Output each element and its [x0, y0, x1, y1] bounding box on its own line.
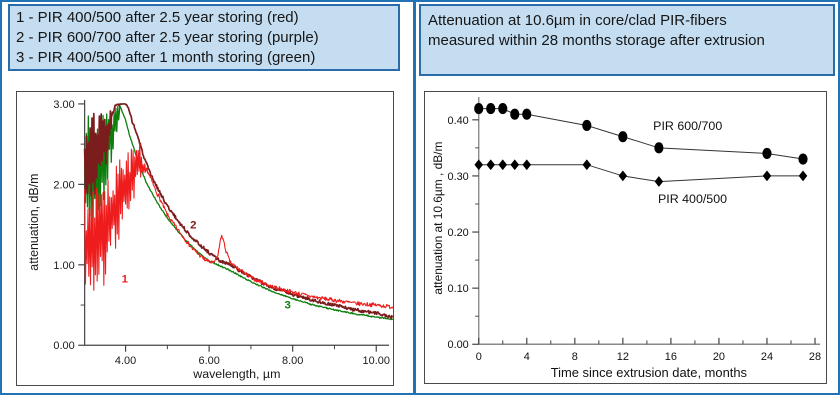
svg-text:20: 20	[713, 351, 725, 363]
svg-text:2.00: 2.00	[53, 179, 74, 191]
svg-text:PIR 400/500: PIR 400/500	[658, 192, 727, 206]
svg-text:Time since extrusion date, mon: Time since extrusion date, months	[551, 365, 747, 380]
column-divider	[413, 0, 416, 395]
svg-text:0.40: 0.40	[447, 115, 468, 127]
svg-text:0.00: 0.00	[53, 340, 74, 352]
caption-line-2: measured within 28 months storage after …	[428, 32, 765, 49]
svg-text:wavelength, µm: wavelength, µm	[192, 367, 280, 381]
svg-text:28: 28	[809, 351, 821, 363]
svg-text:0: 0	[476, 351, 482, 363]
storage-chart-frame: 0 4 8 12 16 20 24 28 0.00 0.10 0.20 0.30 0.40 Time si…	[424, 91, 827, 384]
legend-line-2: 2 - PIR 600/700 after 2.5 year storing (…	[16, 29, 319, 46]
svg-text:12: 12	[617, 351, 629, 363]
svg-text:3.00: 3.00	[53, 99, 74, 111]
svg-text:8.00: 8.00	[282, 355, 303, 367]
svg-text:3: 3	[284, 299, 290, 311]
storage-attenuation-chart: 0 4 8 12 16 20 24 28 0.00 0.10 0.20 0.30 0.40 Time si…	[431, 96, 821, 380]
svg-text:0.00: 0.00	[447, 339, 468, 351]
svg-text:4: 4	[524, 351, 530, 363]
svg-text:1.00: 1.00	[53, 260, 74, 272]
svg-text:0.30: 0.30	[447, 171, 468, 183]
wavelength-spectra-chart: 4.00 6.00 8.00 10.00 0.00 1.00 2.00 3.00 wavelen…	[27, 99, 393, 381]
svg-text:8: 8	[572, 351, 578, 363]
svg-text:10.00: 10.00	[363, 355, 390, 367]
outer-border	[0, 0, 840, 395]
caption-header: Attenuation at 10.6µm in core/clad PIR-f…	[419, 4, 835, 76]
legend-line-3: 3 - PIR 400/500 after 1 month storing (g…	[16, 49, 316, 66]
svg-text:PIR 600/700: PIR 600/700	[653, 119, 722, 133]
svg-text:4.00: 4.00	[115, 355, 136, 367]
svg-text:2: 2	[190, 220, 196, 232]
svg-text:0.20: 0.20	[447, 227, 468, 239]
legend-line-1: 1 - PIR 400/500 after 2.5 year storing (…	[16, 9, 299, 26]
svg-text:24: 24	[761, 351, 773, 363]
svg-text:16: 16	[665, 351, 677, 363]
spectra-chart-frame: 4.00 6.00 8.00 10.00 0.00 1.00 2.00 3.00 wavelen…	[16, 91, 394, 386]
svg-text:6.00: 6.00	[198, 355, 219, 367]
svg-text:0.10: 0.10	[447, 283, 468, 295]
svg-text:attenuation at 10.6µm , dB/m: attenuation at 10.6µm , dB/m	[431, 142, 445, 295]
svg-text:1: 1	[122, 274, 129, 286]
legend-header: 1 - PIR 400/500 after 2.5 year storing (…	[8, 4, 400, 71]
svg-text:attenuation, dB/m: attenuation, dB/m	[27, 174, 41, 271]
caption-line-1: Attenuation at 10.6µm in core/clad PIR-f…	[428, 12, 727, 29]
